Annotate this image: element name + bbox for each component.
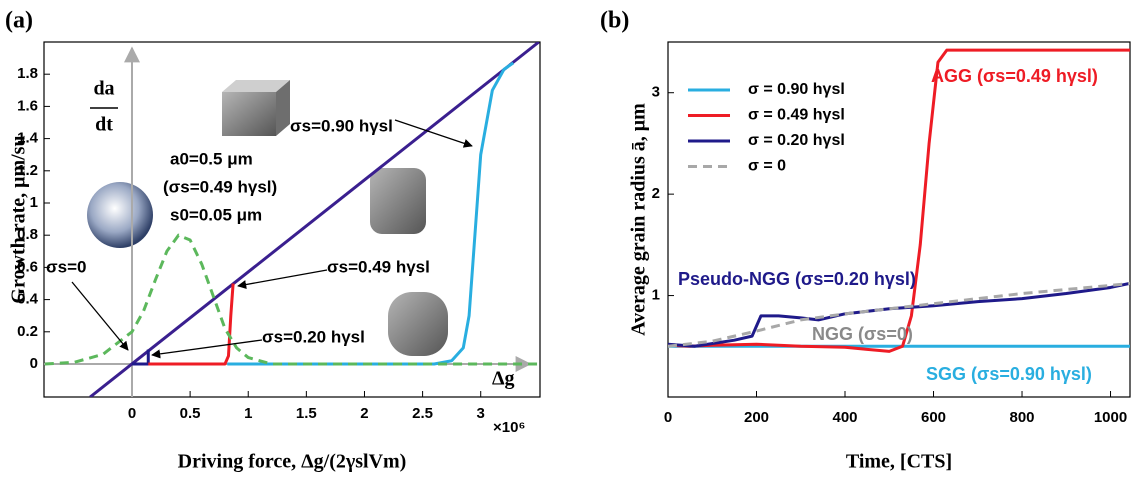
y-arrow-label: dt xyxy=(95,114,113,136)
series-line xyxy=(668,281,1130,348)
series-line xyxy=(131,349,150,366)
annotation: Pseudo-NGG (σs=0.20 hγsl) xyxy=(678,269,916,289)
series-line xyxy=(227,61,515,366)
series-line xyxy=(148,283,235,366)
annotation: NGG (σs=0) xyxy=(812,324,913,344)
y-axis-label: Average grain radius ā, μm xyxy=(628,103,650,336)
annotation: σs=0.49 hγsl xyxy=(327,257,430,276)
y-tick-label: 0.2 xyxy=(17,323,38,340)
annotation: a0=0.5 μm xyxy=(170,149,253,168)
x-tick-label: 800 xyxy=(1010,409,1035,426)
y-tick-label: 1.6 xyxy=(17,97,38,114)
x-tick-label: 2.5 xyxy=(412,405,433,422)
x-tick-label: 0.5 xyxy=(180,405,201,422)
legend-label: σ = 0.90 hγsl xyxy=(748,81,845,98)
plot-frame xyxy=(667,41,1131,398)
y-tick-label: 0.4 xyxy=(17,291,39,308)
x-axis-label: Driving force, Δg/(2γslVm) xyxy=(178,451,407,473)
y-tick-label: 3 xyxy=(652,84,660,101)
y-arrow-label: da xyxy=(93,78,114,100)
annotation: σs=0.20 hγsl xyxy=(262,327,365,346)
annotation: SGG (σs=0.90 hγsl) xyxy=(926,364,1092,384)
annotation: σs=0 xyxy=(46,257,86,276)
y-tick-label: 1.2 xyxy=(17,162,38,179)
annotation: σs=0.90 hγsl xyxy=(290,116,393,135)
plot-frame xyxy=(43,41,541,398)
series-line xyxy=(668,48,1130,353)
legend-label: σ = 0.49 hγsl xyxy=(748,107,845,124)
y-axis-label: Growth rate, μm/su xyxy=(8,135,30,303)
annotation: AGG (σs=0.49 hγsl) xyxy=(931,66,1098,86)
panel-label: (b) xyxy=(600,8,629,34)
x-tick-label: 2 xyxy=(360,405,368,422)
series-line xyxy=(89,42,540,397)
annotation: (σs=0.49 hγsl) xyxy=(163,177,277,196)
y-tick-label: 1 xyxy=(652,287,660,304)
x-tick-label: 1 xyxy=(244,405,252,422)
x-tick-label: 200 xyxy=(744,409,769,426)
annotation-arrow xyxy=(71,281,129,351)
annotation-arrow xyxy=(394,119,473,148)
x-tick-label: 600 xyxy=(921,409,946,426)
x-tick-label: 3 xyxy=(477,405,485,422)
plot-area xyxy=(668,48,1130,353)
x-tick-label: 0 xyxy=(128,405,136,422)
x-arrow-label: Δg xyxy=(492,368,515,390)
y-tick-label: 1.8 xyxy=(17,65,38,82)
plot-area xyxy=(44,42,540,397)
y-tick-label: 0.6 xyxy=(17,258,38,275)
legend-label: σ = 0.20 hγsl xyxy=(748,132,845,149)
x-tick-label: 400 xyxy=(832,409,857,426)
x-tick-label: 1.5 xyxy=(296,405,317,422)
legend-label: σ = 0 xyxy=(748,158,786,175)
shapes xyxy=(87,80,448,356)
x-offset-label: ×10⁶ xyxy=(493,419,525,436)
x-tick-label: 1000 xyxy=(1094,409,1127,426)
annotation-arrow xyxy=(237,269,328,290)
y-tick-label: 1.4 xyxy=(17,130,39,147)
y-tick-label: 0 xyxy=(30,355,38,372)
panel-label: (a) xyxy=(5,8,33,34)
y-tick-label: 1 xyxy=(30,194,38,211)
y-tick-label: 2 xyxy=(652,185,660,202)
y-tick-label: 0.8 xyxy=(17,226,38,243)
x-axis-label: Time, [CTS] xyxy=(846,451,952,473)
annotation: s0=0.05 μm xyxy=(170,205,262,224)
x-tick-label: 0 xyxy=(664,409,672,426)
series-line xyxy=(44,233,539,366)
annotation-arrow xyxy=(151,339,263,359)
